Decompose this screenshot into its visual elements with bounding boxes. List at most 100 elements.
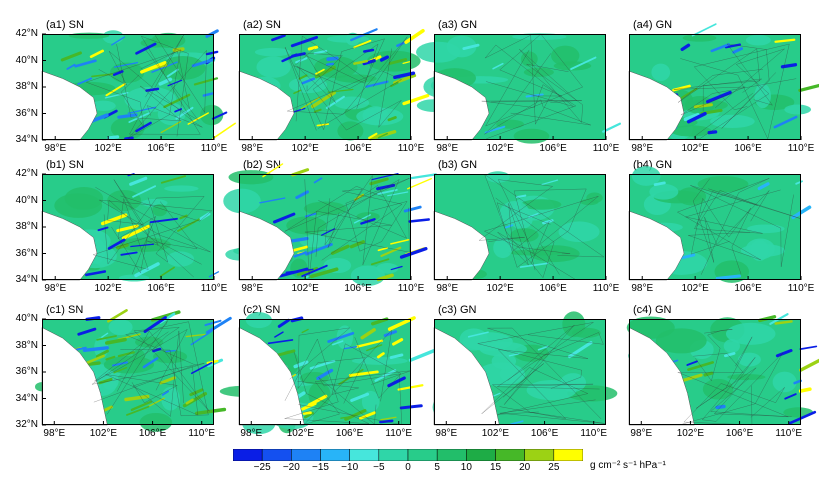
boundary-line [85,51,190,128]
field-streak [106,135,120,140]
map-field [219,312,438,435]
field-streak [707,130,718,135]
field-streak [112,361,128,367]
colorbar-unit: g cm⁻² s⁻¹ hPa⁻¹ [590,460,666,471]
field-patch [299,235,329,248]
field-streak [128,112,151,123]
field-streak [310,91,336,109]
field-patch [90,100,116,111]
field-streak [301,77,316,85]
map-field [41,29,236,141]
boundary-line [98,51,203,128]
field-streak [338,368,364,385]
map-panel-c2: (c2) SN 98°E 102°E 106°E 110°E [219,304,438,439]
field-streak [368,132,378,140]
panel-title: (a2) SN [243,19,281,31]
field-streak [379,55,389,62]
boundary-line [692,178,770,263]
colorbar-segment [320,449,350,461]
boundary-line [95,187,213,253]
colorbar-segment [407,449,438,461]
x-tick-label: 102°E [94,143,122,154]
panel-title: (c4) GN [633,304,672,316]
field-streak [309,359,336,370]
boundary-line [120,321,209,417]
field-streak [757,182,770,191]
field-streak [190,330,213,346]
field-streak [82,346,109,352]
field-streak [194,407,227,416]
boundary-line [297,337,402,399]
field-streak [773,115,798,129]
boundary-line [312,43,402,131]
field-patch [245,312,272,329]
field-patch [649,183,679,200]
field-streak [274,331,284,338]
x-tick-label: 106°E [539,283,567,294]
colorbar-tick-label: 5 [434,462,440,473]
colorbar-segment [378,449,409,461]
field-streak [259,197,286,204]
field-streak [799,358,819,372]
field-streak [390,239,410,245]
boundary-line [484,53,591,135]
field-patch [727,374,766,381]
map-panel-c3: (c3) GN 98°E 102°E 106°E 110°E [432,304,618,439]
field-streak [537,345,549,351]
field-streak [134,262,160,278]
boundary-line [691,197,751,275]
field-streak [101,332,109,338]
x-tick-label: 106°E [530,428,559,439]
boundary-line [481,363,589,415]
field-streak [350,392,370,402]
field-streak [172,47,185,52]
field-streak [377,132,388,139]
map-panel-c1: (c1) SN 98°E 102°E 106°E 110°E 32°N 34°N 36°N 38… [16,304,232,439]
x-tick-label: 106°E [147,283,175,294]
colorbar-tick-label: 20 [519,462,531,473]
map-field [35,309,232,432]
field-streak [388,58,408,65]
field-streak [389,353,404,359]
y-tick-label: 36°N [15,107,38,119]
boundary-line [496,188,587,271]
x-tick-label: 98°E [44,283,67,294]
x-tick-label: 110°E [397,283,425,294]
colorbar-tick-label: −20 [282,462,300,473]
field-streak [775,349,793,358]
field-patch [486,171,510,183]
colorbar-segment [466,449,496,461]
x-tick-label: 110°E [200,143,228,154]
x-tick-label: 106°E [344,143,372,154]
x-tick-label: 98°E [436,283,459,294]
field-patch [745,34,771,46]
field-streak [191,58,215,68]
field-streak [132,185,157,198]
field-streak [204,319,222,327]
field-streak [348,370,379,377]
colorbar-tick-label: −5 [373,462,385,473]
panel-frame [239,319,411,425]
field-patch [558,221,600,243]
field-streak [267,339,294,345]
field-streak [298,74,308,80]
x-tick-label: 102°E [681,283,709,294]
x-tick-label: 110°E [385,428,413,439]
y-tick-label: 40°N [15,54,38,66]
field-streak [409,173,437,180]
x-tick-label: 110°E [580,428,608,439]
field-patch [335,74,377,83]
field-streak [314,65,336,79]
map-field [41,173,220,282]
panel-frame [629,34,801,140]
field-streak [86,361,101,366]
field-streak [302,411,312,415]
field-streak [798,387,812,393]
field-patch [520,51,538,67]
field-streak [300,96,321,110]
field-streak [798,83,819,93]
field-patch [750,239,769,261]
field-streak [160,175,187,184]
field-streak [293,89,302,95]
field-patch [512,33,567,41]
